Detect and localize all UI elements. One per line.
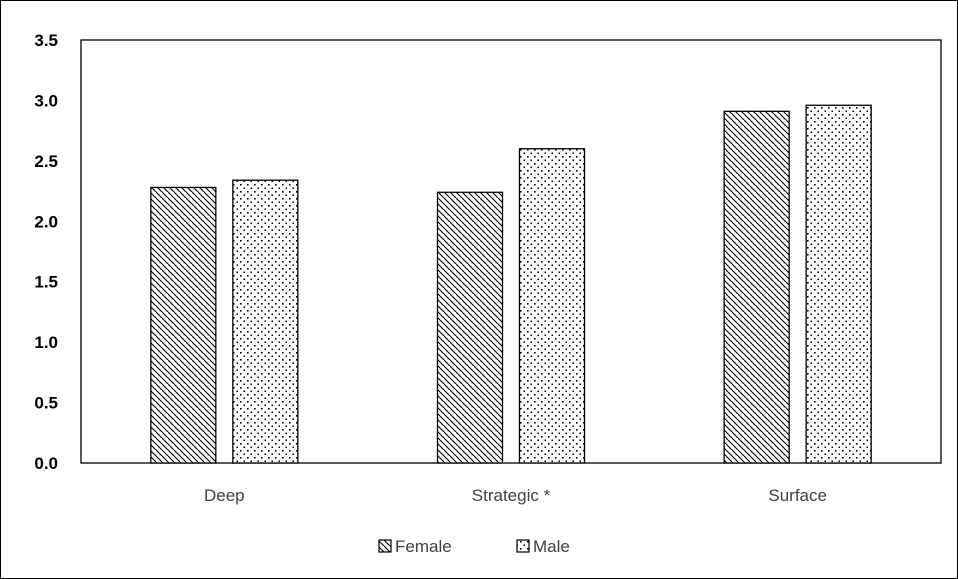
x-tick-label: Strategic * xyxy=(472,486,551,505)
legend-swatch-female xyxy=(378,539,392,553)
y-axis: 0.0 0.5 1.0 1.5 2.0 2.5 3.0 3.5 xyxy=(34,31,58,473)
bar-male-2 xyxy=(805,104,872,464)
y-tick-label: 1.5 xyxy=(34,273,58,292)
bar-male-0 xyxy=(232,179,299,464)
legend-label-female: Female xyxy=(395,537,452,556)
bar-female-2 xyxy=(723,110,790,464)
y-tick-label: 3.0 xyxy=(34,91,58,110)
legend-swatch-male xyxy=(516,539,530,553)
y-tick-label: 1.0 xyxy=(34,333,58,352)
y-tick-label: 0.0 xyxy=(34,454,58,473)
x-tick-label: Deep xyxy=(204,486,245,505)
y-tick-label: 3.5 xyxy=(34,31,58,50)
y-tick-label: 0.5 xyxy=(34,394,58,413)
bar-male-1 xyxy=(518,148,586,464)
y-tick-label: 2.0 xyxy=(34,212,58,231)
x-tick-label: Surface xyxy=(768,486,827,505)
bar-female-1 xyxy=(436,191,504,464)
y-tick-label: 2.5 xyxy=(34,152,58,171)
bars-group xyxy=(150,104,872,464)
legend: Female Male xyxy=(378,537,570,556)
bar-female-0 xyxy=(150,186,217,464)
legend-label-male: Male xyxy=(533,537,570,556)
plot-area xyxy=(80,39,942,464)
x-axis: Deep Strategic * Surface xyxy=(204,486,827,505)
